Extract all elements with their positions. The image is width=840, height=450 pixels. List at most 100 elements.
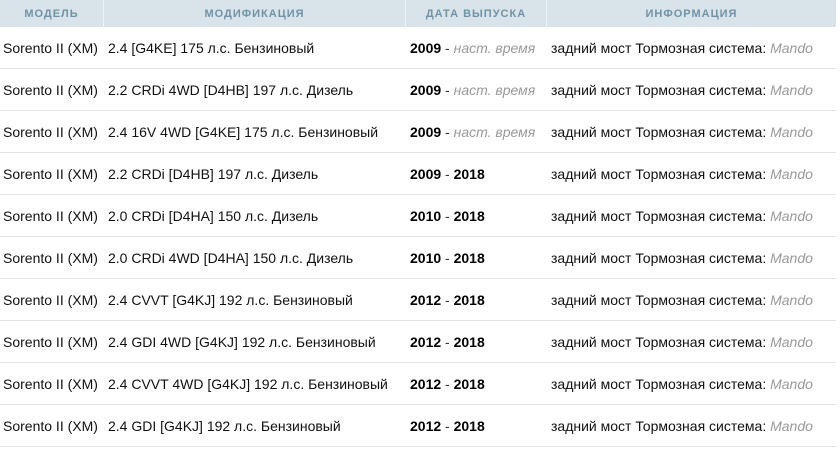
info-text: задний мост Тормозная система: xyxy=(551,333,771,350)
modification-cell: 2.2 CRDi [D4HB] 197 л.с. Дизель xyxy=(104,153,406,195)
modification-cell: 2.4 CVVT [G4KJ] 192 л.с. Бензиновый xyxy=(104,279,406,321)
header-modification[interactable]: МОДИФИКАЦИЯ xyxy=(104,0,406,27)
modification-link[interactable]: 2.4 GDI [G4KJ] 192 л.с. Бензиновый xyxy=(108,417,341,434)
info-text: задний мост Тормозная система: xyxy=(551,123,771,140)
info-cell: задний мост Тормозная система: Mando xyxy=(547,363,836,405)
header-info: ИНФОРМАЦИЯ xyxy=(547,0,836,27)
table-row[interactable]: Sorento II (XM) 2.4 GDI 4WD [G4KJ] 192 л.… xyxy=(0,321,836,363)
model-cell: Sorento II (XM) xyxy=(0,27,104,69)
table-row[interactable]: Sorento II (XM) 2.4 [G4KE] 175 л.с. Бензи… xyxy=(0,27,836,69)
table-row[interactable]: Sorento II (XM) 2.2 CRDi [D4HB] 197 л.с. … xyxy=(0,153,836,195)
info-cell: задний мост Тормозная система: Mando xyxy=(547,237,836,279)
model-cell: Sorento II (XM) xyxy=(0,111,104,153)
table-row[interactable]: Sorento II (XM) 2.4 GDI [G4KJ] 192 л.с. Б… xyxy=(0,405,836,447)
info-cell: задний мост Тормозная система: Mando xyxy=(547,27,836,69)
year-from: 2009 xyxy=(410,165,442,182)
model-cell: Sorento II (XM) xyxy=(0,279,104,321)
release-date-cell: 2012 - 2018 xyxy=(406,405,547,447)
modification-cell: 2.2 CRDi 4WD [D4HB] 197 л.с. Дизель xyxy=(104,69,406,111)
date-separator: - xyxy=(441,81,454,98)
model-cell: Sorento II (XM) xyxy=(0,237,104,279)
header-row: МОДЕЛЬ МОДИФИКАЦИЯ ДАТА ВЫПУСКА ИНФОРМАЦ… xyxy=(0,0,836,27)
year-to: наст. время xyxy=(453,39,536,56)
info-cell: задний мост Тормозная система: Mando xyxy=(547,69,836,111)
date-separator: - xyxy=(441,333,454,350)
modification-link[interactable]: 2.2 CRDi 4WD [D4HB] 197 л.с. Дизель xyxy=(108,81,354,98)
date-separator: - xyxy=(441,123,454,140)
date-separator: - xyxy=(441,165,454,182)
release-date-cell: 2009 - наст. время xyxy=(406,27,547,69)
brake-system-value: Mando xyxy=(770,249,813,266)
brake-system-value: Mando xyxy=(770,207,813,224)
year-to: наст. время xyxy=(453,81,536,98)
release-date-cell: 2009 - наст. время xyxy=(406,69,547,111)
info-text: задний мост Тормозная система: xyxy=(551,291,771,308)
year-to: 2018 xyxy=(453,417,485,434)
modification-link[interactable]: 2.4 GDI 4WD [G4KJ] 192 л.с. Бензиновый xyxy=(108,333,376,350)
date-separator: - xyxy=(441,375,454,392)
info-cell: задний мост Тормозная система: Mando xyxy=(547,111,836,153)
info-text: задний мост Тормозная система: xyxy=(551,39,771,56)
year-from: 2010 xyxy=(410,207,442,224)
year-from: 2012 xyxy=(410,333,442,350)
modification-link[interactable]: 2.4 16V 4WD [G4KE] 175 л.с. Бензиновый xyxy=(108,123,379,140)
model-cell: Sorento II (XM) xyxy=(0,321,104,363)
date-separator: - xyxy=(441,291,454,308)
release-date-cell: 2009 - наст. время xyxy=(406,111,547,153)
modification-link[interactable]: 2.2 CRDi [D4HB] 197 л.с. Дизель xyxy=(108,165,319,182)
model-cell: Sorento II (XM) xyxy=(0,405,104,447)
year-to: 2018 xyxy=(453,249,485,266)
modification-link[interactable]: 2.4 CVVT 4WD [G4KJ] 192 л.с. Бензиновый xyxy=(108,375,388,392)
info-cell: задний мост Тормозная система: Mando xyxy=(547,279,836,321)
year-to: 2018 xyxy=(453,291,485,308)
date-separator: - xyxy=(441,249,454,266)
brake-system-value: Mando xyxy=(770,417,813,434)
table-row[interactable]: Sorento II (XM) 2.4 16V 4WD [G4KE] 175 л.… xyxy=(0,111,836,153)
info-text: задний мост Тормозная система: xyxy=(551,375,771,392)
release-date-cell: 2012 - 2018 xyxy=(406,321,547,363)
modification-link[interactable]: 2.4 CVVT [G4KJ] 192 л.с. Бензиновый xyxy=(108,291,353,308)
brake-system-value: Mando xyxy=(770,333,813,350)
release-date-cell: 2009 - 2018 xyxy=(406,153,547,195)
year-from: 2010 xyxy=(410,249,442,266)
year-to: наст. время xyxy=(453,123,536,140)
table-row[interactable]: Sorento II (XM) 2.4 CVVT [G4KJ] 192 л.с. … xyxy=(0,279,836,321)
year-from: 2012 xyxy=(410,375,442,392)
table-row[interactable]: Sorento II (XM) 2.4 CVVT 4WD [G4KJ] 192 л… xyxy=(0,363,836,405)
date-separator: - xyxy=(441,417,454,434)
modification-link[interactable]: 2.0 CRDi [D4HA] 150 л.с. Дизель xyxy=(108,207,319,224)
year-from: 2009 xyxy=(410,81,442,98)
model-cell: Sorento II (XM) xyxy=(0,153,104,195)
table-row[interactable]: Sorento II (XM) 2.2 CRDi 4WD [D4HB] 197 л… xyxy=(0,69,836,111)
table-row[interactable]: Sorento II (XM) 2.0 CRDi [D4HA] 150 л.с. … xyxy=(0,195,836,237)
year-to: 2018 xyxy=(453,165,485,182)
year-from: 2012 xyxy=(410,291,442,308)
brake-system-value: Mando xyxy=(770,375,813,392)
info-text: задний мост Тормозная система: xyxy=(551,417,771,434)
brake-system-value: Mando xyxy=(770,81,813,98)
modification-link[interactable]: 2.0 CRDi 4WD [D4HA] 150 л.с. Дизель xyxy=(108,249,354,266)
model-cell: Sorento II (XM) xyxy=(0,69,104,111)
info-text: задний мост Тормозная система: xyxy=(551,81,771,98)
info-cell: задний мост Тормозная система: Mando xyxy=(547,153,836,195)
info-text: задний мост Тормозная система: xyxy=(551,207,771,224)
release-date-cell: 2010 - 2018 xyxy=(406,195,547,237)
header-release-date[interactable]: ДАТА ВЫПУСКА xyxy=(406,0,547,27)
header-model[interactable]: МОДЕЛЬ xyxy=(0,0,104,27)
release-date-cell: 2012 - 2018 xyxy=(406,363,547,405)
brake-system-value: Mando xyxy=(770,39,813,56)
brake-system-value: Mando xyxy=(770,165,813,182)
brake-system-value: Mando xyxy=(770,123,813,140)
year-from: 2009 xyxy=(410,123,442,140)
modification-cell: 2.4 GDI [G4KJ] 192 л.с. Бензиновый xyxy=(104,405,406,447)
modification-link[interactable]: 2.4 [G4KE] 175 л.с. Бензиновый xyxy=(108,39,315,56)
table-row[interactable]: Sorento II (XM) 2.0 CRDi 4WD [D4HA] 150 л… xyxy=(0,237,836,279)
info-cell: задний мост Тормозная система: Mando xyxy=(547,405,836,447)
modification-cell: 2.4 CVVT 4WD [G4KJ] 192 л.с. Бензиновый xyxy=(104,363,406,405)
info-cell: задний мост Тормозная система: Mando xyxy=(547,195,836,237)
modification-cell: 2.0 CRDi 4WD [D4HA] 150 л.с. Дизель xyxy=(104,237,406,279)
release-date-cell: 2012 - 2018 xyxy=(406,279,547,321)
modification-cell: 2.0 CRDi [D4HA] 150 л.с. Дизель xyxy=(104,195,406,237)
brake-system-value: Mando xyxy=(770,291,813,308)
